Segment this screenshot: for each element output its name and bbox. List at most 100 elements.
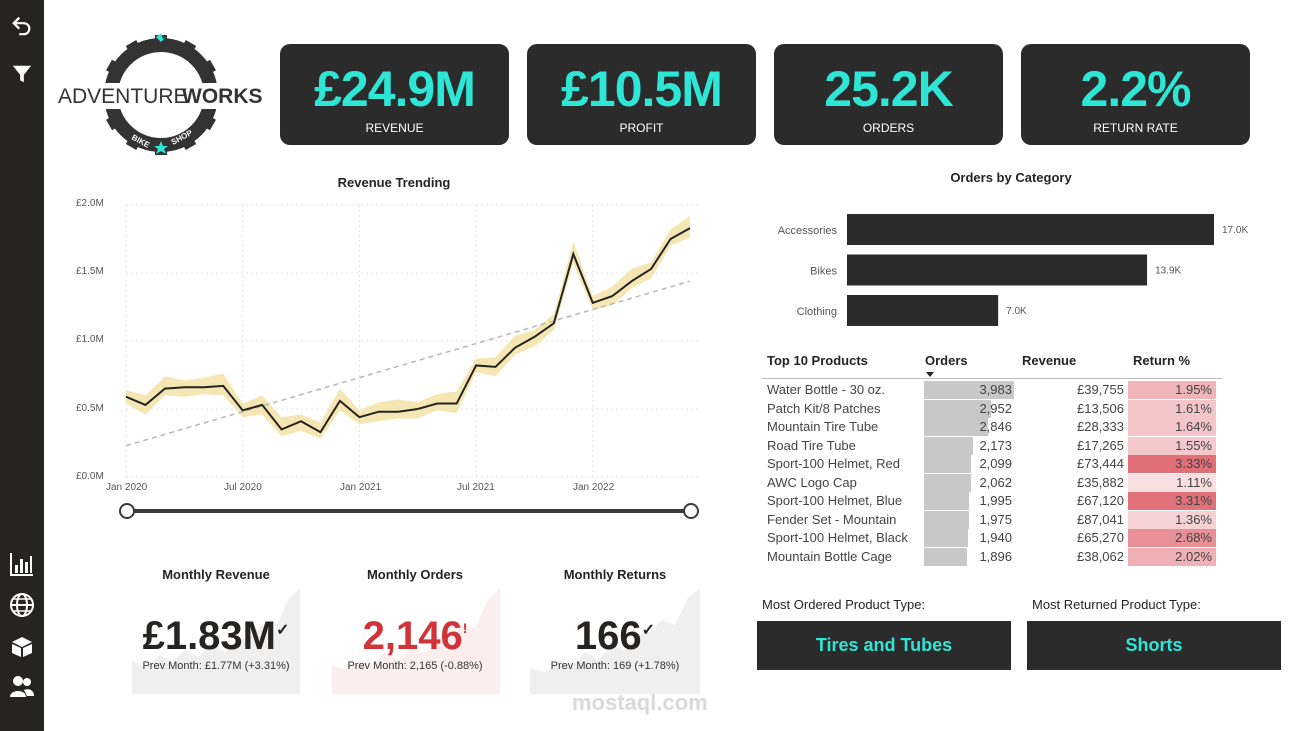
alert-icon: ! <box>462 620 468 636</box>
table-row[interactable]: Fender Set - Mountain 1,975 £87,041 1.36% <box>762 510 1222 530</box>
slider-track <box>127 509 691 513</box>
column-header-product[interactable]: Top 10 Products <box>767 353 868 368</box>
product-revenue: £87,041 <box>1077 511 1124 527</box>
product-orders: 1,940 <box>979 530 1012 545</box>
globe-icon[interactable] <box>6 589 38 621</box>
product-orders: 2,062 <box>979 474 1012 490</box>
product-name: Water Bottle - 30 oz. <box>767 382 886 397</box>
bar-chart-icon[interactable] <box>6 548 38 580</box>
filter-icon[interactable] <box>6 58 38 90</box>
users-icon[interactable] <box>6 670 38 702</box>
column-header-return[interactable]: Return % <box>1133 353 1191 368</box>
product-revenue: £67,120 <box>1077 493 1124 508</box>
revenue-series-line <box>125 227 691 434</box>
product-revenue: £28,333 <box>1077 419 1124 434</box>
y-tick: £1.5M <box>76 266 104 277</box>
product-revenue: £73,444 <box>1077 456 1124 471</box>
kpi-orders-card: 25.2K ORDERS <box>774 44 1003 145</box>
table-row[interactable]: Sport-100 Helmet, Blue 1,995 £67,120 3.31% <box>762 492 1222 511</box>
x-tick: Jul 2020 <box>224 482 262 493</box>
product-return-pct: 2.68% <box>1175 530 1212 545</box>
return-heat-cell <box>1128 492 1216 510</box>
product-return-pct: 1.64% <box>1175 419 1212 434</box>
table-row[interactable]: Road Tire Tube 2,173 £17,265 1.55% <box>762 436 1222 456</box>
kpi-value: £24.9M <box>314 61 476 117</box>
product-return-pct: 3.33% <box>1175 456 1212 471</box>
most-ordered-label: Most Ordered Product Type: <box>762 597 926 612</box>
table-row[interactable]: Water Bottle - 30 oz. 3,983 £39,755 1.95% <box>762 381 1222 400</box>
product-orders: 1,975 <box>979 511 1012 527</box>
return-heat-cell <box>1128 473 1216 492</box>
product-return-pct: 1.95% <box>1175 382 1212 397</box>
monthly-revenue-title: Monthly Revenue <box>162 567 270 582</box>
x-tick: Jan 2022 <box>573 482 615 493</box>
slider-handle-end[interactable] <box>683 503 699 519</box>
return-heat-cell <box>1128 455 1216 473</box>
kpi-value: £10.5M <box>561 61 723 117</box>
product-return-pct: 2.02% <box>1175 548 1212 564</box>
table-row[interactable]: Sport-100 Helmet, Red 2,099 £73,444 3.33% <box>762 455 1222 474</box>
return-heat-cell <box>1128 436 1216 455</box>
product-name: Mountain Bottle Cage <box>767 548 893 564</box>
revenue-chart-title: Revenue Trending <box>337 175 451 190</box>
table-row[interactable]: Mountain Bottle Cage 1,896 £38,062 2.02% <box>762 547 1222 567</box>
orders-databar <box>924 510 969 529</box>
orders-databar <box>924 436 974 455</box>
logo-text-1: ADVENTURE <box>58 85 188 108</box>
column-header-revenue[interactable]: Revenue <box>1022 353 1077 368</box>
sort-desc-icon <box>926 372 934 377</box>
orders-databar <box>924 529 968 547</box>
product-name: Fender Set - Mountain <box>767 511 897 527</box>
watermark: mostaql.com <box>572 690 708 715</box>
product-orders: 2,952 <box>979 400 1012 416</box>
trend-line <box>125 280 691 447</box>
slider-handle-start[interactable] <box>119 503 135 519</box>
product-orders: 2,099 <box>979 456 1012 471</box>
product-orders: 2,846 <box>979 419 1012 434</box>
monthly-orders-title: Monthly Orders <box>366 567 464 582</box>
product-orders: 1,995 <box>979 493 1012 508</box>
product-name: Road Tire Tube <box>767 437 856 453</box>
sidebar <box>0 0 44 731</box>
kpi-label: RETURN RATE <box>1093 121 1178 135</box>
product-return-pct: 1.36% <box>1175 511 1212 527</box>
monthly-returns-value: 166✓ <box>515 614 715 659</box>
forecast-band <box>126 215 690 439</box>
monthly-returns-prev: Prev Month: 169 (+1.78%) <box>550 660 680 672</box>
table-header-divider <box>762 378 1222 379</box>
product-revenue: £17,265 <box>1077 437 1124 453</box>
product-revenue: £13,506 <box>1077 400 1124 416</box>
check-icon: ✓ <box>276 622 290 639</box>
table-row[interactable]: Patch Kit/8 Patches 2,952 £13,506 1.61% <box>762 399 1222 419</box>
product-orders: 3,983 <box>979 382 1012 397</box>
date-range-slider[interactable] <box>119 503 699 519</box>
most-ordered-card: Tires and Tubes <box>757 621 1011 670</box>
return-heat-cell <box>1128 381 1216 399</box>
product-return-pct: 1.61% <box>1175 400 1212 416</box>
x-tick: Jan 2021 <box>340 482 382 493</box>
kpi-value: 2.2% <box>1080 61 1192 117</box>
table-row[interactable]: Mountain Tire Tube 2,846 £28,333 1.64% <box>762 418 1222 437</box>
category-chart-title: Orders by Category <box>950 170 1072 185</box>
back-arrow-icon[interactable] <box>6 9 38 41</box>
return-heat-cell <box>1128 510 1216 529</box>
orders-databar <box>924 418 989 436</box>
box-icon[interactable] <box>6 630 38 662</box>
product-name: Sport-100 Helmet, Red <box>767 456 900 471</box>
product-name: Sport-100 Helmet, Blue <box>767 493 903 508</box>
product-revenue: £38,062 <box>1077 548 1124 564</box>
orders-databar <box>924 381 1014 399</box>
table-row[interactable]: AWC Logo Cap 2,062 £35,882 1.11% <box>762 473 1222 493</box>
orders-databar <box>924 547 967 566</box>
kpi-label: REVENUE <box>365 121 424 135</box>
monthly-returns-title: Monthly Returns <box>563 567 667 582</box>
product-revenue: £39,755 <box>1077 382 1124 397</box>
product-return-pct: 1.55% <box>1175 437 1212 453</box>
product-name: Mountain Tire Tube <box>767 419 879 434</box>
y-tick: £0.0M <box>76 471 104 482</box>
column-header-orders[interactable]: Orders <box>925 353 968 368</box>
monthly-revenue-number: £1.83M <box>142 614 276 658</box>
table-row[interactable]: Sport-100 Helmet, Black 1,940 £65,270 2.68% <box>762 529 1222 548</box>
product-return-pct: 1.11% <box>1176 474 1212 490</box>
